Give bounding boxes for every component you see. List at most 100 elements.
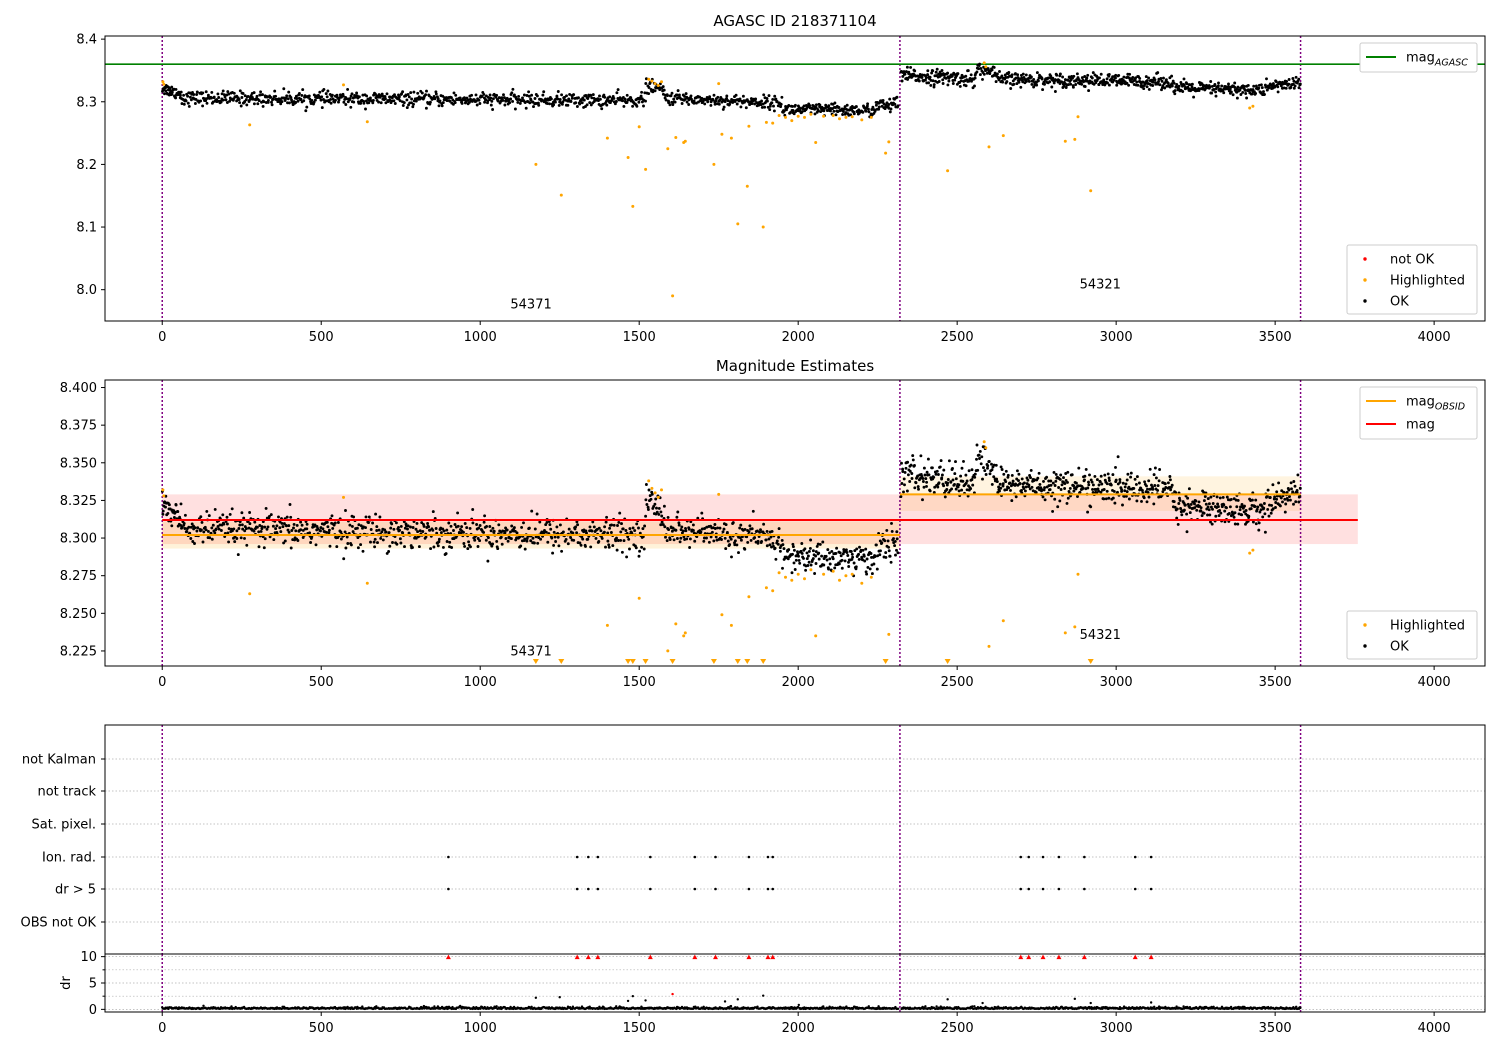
ok-point xyxy=(1152,502,1156,506)
ok-point xyxy=(711,98,715,102)
ok-point xyxy=(1032,478,1036,482)
ok-point xyxy=(605,515,609,519)
ok-point xyxy=(876,554,880,558)
ok-point xyxy=(300,523,304,527)
ok-point xyxy=(734,93,738,97)
dr-baseline-points xyxy=(161,1003,1302,1011)
legend-line-label: magOBSID xyxy=(1406,395,1465,413)
ok-point xyxy=(278,526,282,530)
ok-point xyxy=(1006,473,1010,477)
ok-point xyxy=(679,536,683,540)
ok-point xyxy=(247,526,251,530)
highlighted-point xyxy=(838,117,841,121)
ok-point xyxy=(484,538,488,542)
ok-point xyxy=(956,72,960,76)
ok-point xyxy=(670,91,674,95)
ok-point xyxy=(965,479,969,483)
legend-marker-label: OK xyxy=(1390,295,1409,310)
ok-point xyxy=(539,537,543,541)
ok-point xyxy=(1206,513,1209,517)
ok-point xyxy=(1157,80,1160,84)
ok-point xyxy=(411,546,414,549)
ok-point xyxy=(174,96,178,100)
ok-point xyxy=(935,469,939,473)
ok-point xyxy=(221,89,225,93)
ok-point xyxy=(207,514,211,518)
ok-point xyxy=(265,95,269,99)
ok-point xyxy=(988,472,992,476)
ok-point xyxy=(579,543,583,547)
ok-point xyxy=(509,537,513,541)
ok-point xyxy=(787,548,791,552)
flag-point xyxy=(575,855,579,859)
ok-point xyxy=(431,528,435,532)
ok-point xyxy=(486,95,490,99)
ok-point xyxy=(1288,495,1291,498)
ok-point xyxy=(954,487,958,491)
ok-point xyxy=(369,528,373,531)
ok-point xyxy=(1219,511,1223,515)
ok-point xyxy=(551,551,555,555)
ok-point xyxy=(1298,82,1302,86)
ok-point xyxy=(794,558,798,562)
ok-point xyxy=(592,525,596,529)
ok-point xyxy=(580,101,584,105)
ok-point xyxy=(1150,483,1153,487)
ok-point xyxy=(566,542,570,546)
ok-point xyxy=(696,516,700,520)
ok-point xyxy=(377,100,381,104)
ok-point xyxy=(628,547,631,551)
ok-point xyxy=(906,473,910,477)
ok-point xyxy=(525,537,529,540)
ok-point xyxy=(337,98,341,102)
ok-point xyxy=(523,101,527,104)
ok-point xyxy=(344,546,348,550)
ok-point xyxy=(380,530,384,534)
ok-point xyxy=(186,101,190,105)
ok-point xyxy=(666,94,669,98)
ok-point xyxy=(1051,76,1055,80)
ok-point xyxy=(1042,488,1046,492)
highlighted-point xyxy=(683,631,687,635)
highlighted-point xyxy=(784,115,787,119)
ok-point xyxy=(431,510,435,514)
highlighted-point xyxy=(637,125,641,129)
ok-point xyxy=(921,480,925,483)
ok-point xyxy=(864,547,868,551)
ok-point xyxy=(1243,504,1246,508)
ok-point xyxy=(1172,500,1176,504)
ok-point xyxy=(574,525,578,529)
ok-point xyxy=(951,82,955,85)
ok-point xyxy=(260,525,264,529)
ok-point xyxy=(890,521,893,525)
legend-line-label: magAGASC xyxy=(1406,51,1468,69)
x-tick-label: 3000 xyxy=(1100,330,1133,345)
ok-point xyxy=(1208,513,1212,517)
ok-point xyxy=(845,551,849,554)
ok-point xyxy=(1053,497,1057,501)
ok-point xyxy=(502,93,505,97)
ok-point xyxy=(1173,89,1177,93)
ok-point xyxy=(1090,76,1094,80)
ok-point xyxy=(488,93,492,97)
ok-point xyxy=(623,97,627,101)
ok-point xyxy=(1056,505,1060,509)
ok-point xyxy=(1239,505,1242,509)
ok-point xyxy=(1239,93,1243,96)
ok-point xyxy=(925,470,929,474)
ok-point xyxy=(1287,488,1291,492)
ok-point xyxy=(397,525,400,529)
ok-point xyxy=(790,571,794,575)
ok-point xyxy=(297,92,301,95)
ok-point xyxy=(1211,502,1215,505)
ok-point xyxy=(896,551,900,555)
ok-point xyxy=(581,537,585,541)
ok-point xyxy=(1262,506,1266,510)
ok-point xyxy=(235,537,239,540)
ok-point xyxy=(375,525,379,529)
ok-point xyxy=(900,482,904,485)
ok-point xyxy=(467,540,471,544)
ok-point xyxy=(351,530,355,534)
